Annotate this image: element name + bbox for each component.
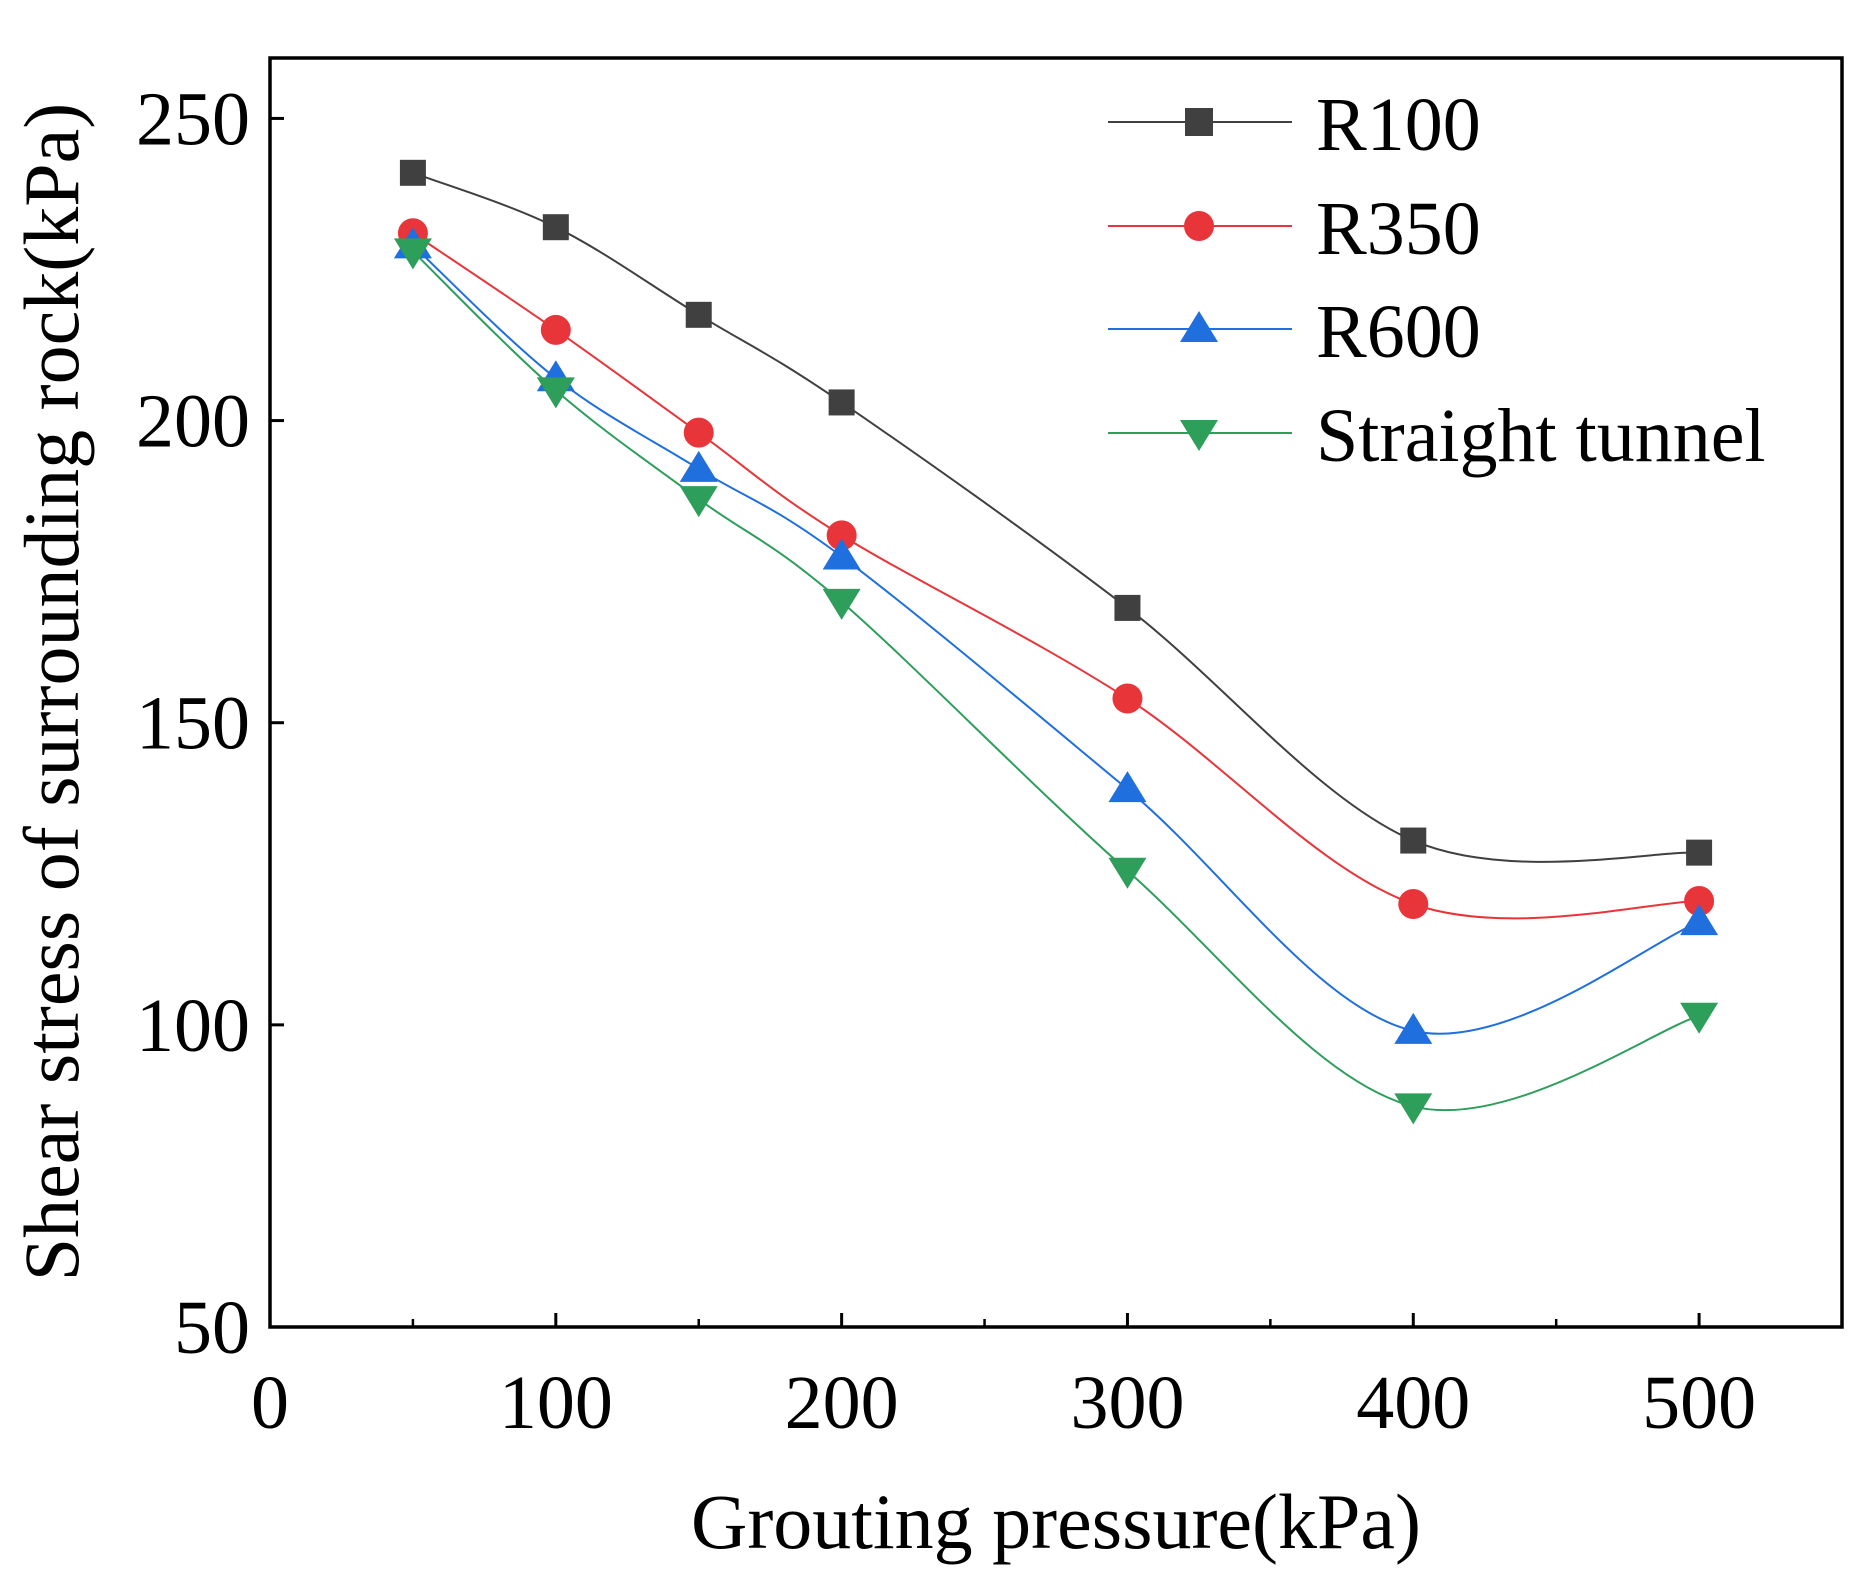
y-tick-label: 100: [136, 984, 250, 1068]
legend: R100 R350 R600 Straight tunnel: [1108, 83, 1766, 478]
y-tick-label: 50: [174, 1286, 250, 1370]
series-line-r100: [412, 171, 1700, 863]
data-point-r100: [1114, 594, 1141, 621]
x-tick-label: 200: [785, 1361, 899, 1445]
legend-label-r100: R100: [1316, 83, 1481, 167]
data-point-r100: [828, 389, 855, 416]
legend-label-straight-tunnel: Straight tunnel: [1316, 394, 1766, 478]
series-line-r600: [412, 244, 1700, 1035]
data-point-straight-tunnel: [393, 238, 432, 270]
data-point-r600: [679, 450, 718, 482]
legend-label-r350: R350: [1316, 187, 1481, 271]
x-tick-label: 400: [1356, 1361, 1470, 1445]
y-tick-label: 200: [136, 380, 250, 464]
data-point-r600: [1394, 1012, 1433, 1044]
plot-frame: [268, 56, 1844, 1329]
legend-marker-r600: [1180, 311, 1218, 342]
y-tick-label: 250: [136, 77, 250, 161]
data-point-r350: [1684, 885, 1715, 916]
data-point-straight-tunnel: [679, 486, 718, 518]
x-tick-label: 100: [499, 1361, 613, 1445]
legend-marker-straight-tunnel: [1180, 420, 1218, 451]
data-point-r350: [683, 417, 714, 448]
data-point-r600: [1680, 904, 1719, 936]
series-line-straight-tunnel: [412, 250, 1700, 1112]
legend-item-r350: R350: [1108, 187, 1481, 271]
data-point-r100: [1686, 839, 1713, 866]
data-point-r350: [826, 520, 857, 551]
legend-label-r600: R600: [1316, 290, 1481, 374]
data-point-straight-tunnel: [536, 377, 575, 409]
legend-marker-r350: [1184, 211, 1214, 241]
data-point-r600: [1108, 771, 1147, 803]
x-tick-label: 300: [1070, 1361, 1184, 1445]
data-point-r600: [822, 538, 861, 570]
x-tick-label: 500: [1642, 1361, 1756, 1445]
x-tick-label: 0: [251, 1361, 289, 1445]
data-point-r350: [1112, 683, 1143, 714]
data-point-r100: [399, 159, 426, 186]
legend-item-r100: R100: [1108, 83, 1481, 167]
data-point-r100: [1400, 827, 1427, 854]
y-axis-title: Shear stress of surrounding rock(kPa): [8, 103, 95, 1281]
x-tick-labels: 0 100 200 300 400 500: [251, 1361, 1756, 1445]
data-point-r350: [1398, 889, 1429, 919]
legend-item-straight-tunnel: Straight tunnel: [1108, 394, 1766, 478]
series-markers: [393, 159, 1719, 1125]
y-tick-labels: 50 100 150 200 250: [136, 77, 250, 1370]
legend-item-r600: R600: [1108, 290, 1481, 374]
data-point-straight-tunnel: [1108, 857, 1147, 889]
data-point-r350: [540, 314, 571, 345]
data-point-straight-tunnel: [1680, 1002, 1719, 1034]
data-point-straight-tunnel: [822, 588, 861, 620]
data-point-straight-tunnel: [1394, 1093, 1433, 1125]
series-line-r350: [412, 232, 1700, 920]
data-point-r100: [542, 214, 569, 241]
x-axis-title: Grouting pressure(kPa): [691, 1478, 1421, 1565]
y-tick-label: 150: [136, 682, 250, 766]
y-ticks: [270, 116, 284, 1329]
series-lines: [412, 171, 1700, 1112]
data-point-r100: [685, 301, 712, 328]
legend-marker-r100: [1185, 108, 1213, 136]
